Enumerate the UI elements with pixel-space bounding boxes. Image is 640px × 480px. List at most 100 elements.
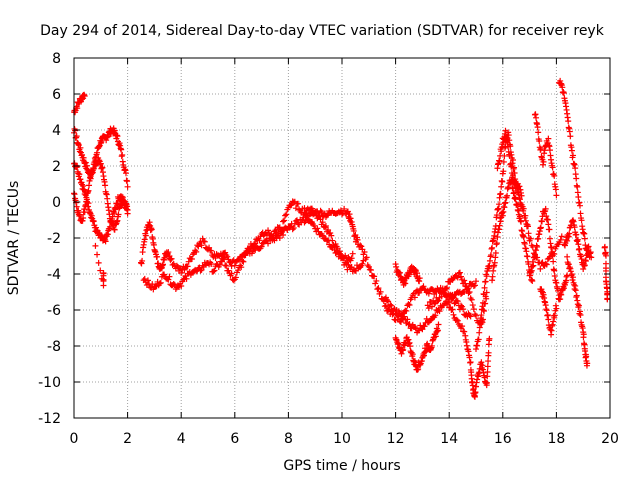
data-point (102, 238, 109, 245)
data-point (558, 233, 565, 240)
data-point (82, 159, 89, 166)
data-point (319, 219, 326, 226)
data-point (417, 322, 424, 329)
data-point (588, 254, 595, 261)
data-point (454, 274, 461, 281)
data-point (280, 218, 287, 225)
data-point (141, 275, 148, 282)
data-point (281, 217, 288, 224)
data-point (527, 235, 534, 242)
data-point (459, 323, 466, 330)
data-point (184, 263, 191, 270)
data-point (462, 280, 469, 287)
data-point (543, 307, 550, 314)
data-point (520, 233, 527, 240)
data-point (76, 171, 83, 178)
data-point (416, 289, 423, 296)
data-point (436, 308, 443, 315)
data-point (339, 211, 345, 218)
data-point (571, 224, 578, 231)
data-point (221, 254, 228, 261)
data-point (551, 172, 558, 179)
data-point (518, 192, 525, 199)
data-point (565, 118, 572, 125)
data-point (509, 157, 516, 164)
data-points (71, 77, 611, 400)
data-point (570, 152, 577, 159)
data-point (540, 158, 547, 165)
data-point (393, 263, 400, 270)
y-tick-label: -10 (38, 375, 61, 391)
data-point (403, 307, 410, 314)
data-point (601, 243, 608, 250)
data-point (466, 288, 473, 295)
data-point (102, 182, 109, 189)
data-point (499, 178, 506, 185)
data-point (401, 313, 408, 320)
data-point (258, 243, 265, 250)
data-point (559, 84, 566, 91)
data-point (476, 329, 483, 336)
y-tick-label: -8 (47, 339, 61, 355)
data-point (289, 226, 296, 233)
data-point (142, 232, 149, 239)
data-point (573, 175, 580, 182)
data-point (582, 257, 589, 264)
y-tick-label: 4 (52, 123, 61, 139)
data-point (580, 331, 587, 338)
data-point (542, 260, 549, 267)
data-point (183, 275, 190, 282)
data-point (478, 359, 485, 366)
data-point (208, 260, 215, 267)
data-point (76, 211, 83, 218)
data-point (114, 133, 121, 140)
data-point (498, 183, 505, 190)
x-tick-label: 6 (230, 431, 239, 447)
data-point (429, 342, 436, 349)
data-point (208, 247, 215, 254)
data-point (473, 278, 479, 285)
data-point (167, 256, 174, 263)
data-point (545, 221, 552, 228)
data-point (576, 245, 583, 252)
data-point (454, 298, 461, 305)
data-point (178, 282, 185, 289)
data-point (511, 164, 518, 171)
data-point (402, 280, 409, 287)
data-point (520, 205, 527, 212)
data-point (504, 192, 511, 199)
data-point (550, 258, 557, 265)
data-point (415, 366, 422, 373)
data-point (512, 196, 519, 203)
data-point (471, 282, 478, 289)
data-point (481, 284, 488, 291)
data-point (484, 369, 491, 376)
data-point (363, 254, 370, 261)
data-point (572, 165, 579, 172)
data-point (282, 212, 289, 219)
data-point (313, 208, 320, 215)
data-point (407, 343, 414, 350)
data-point (314, 225, 321, 232)
data-point (491, 259, 498, 266)
data-point (444, 284, 451, 291)
data-point (435, 297, 442, 304)
data-point (336, 248, 343, 255)
data-point (489, 244, 496, 251)
data-point (273, 229, 280, 236)
data-point (124, 178, 131, 185)
data-point (457, 302, 464, 309)
data-point (464, 285, 471, 292)
data-point (502, 199, 509, 206)
chart-title: Day 294 of 2014, Sidereal Day-to-day VTE… (40, 23, 605, 39)
data-point (450, 294, 457, 301)
data-point (431, 300, 438, 307)
data-point (486, 335, 493, 342)
data-point (406, 302, 413, 309)
data-point (454, 317, 461, 324)
x-tick-label: 16 (494, 431, 512, 447)
data-point (440, 289, 447, 296)
data-point (373, 277, 380, 284)
data-point (581, 235, 588, 242)
data-point (397, 319, 404, 326)
